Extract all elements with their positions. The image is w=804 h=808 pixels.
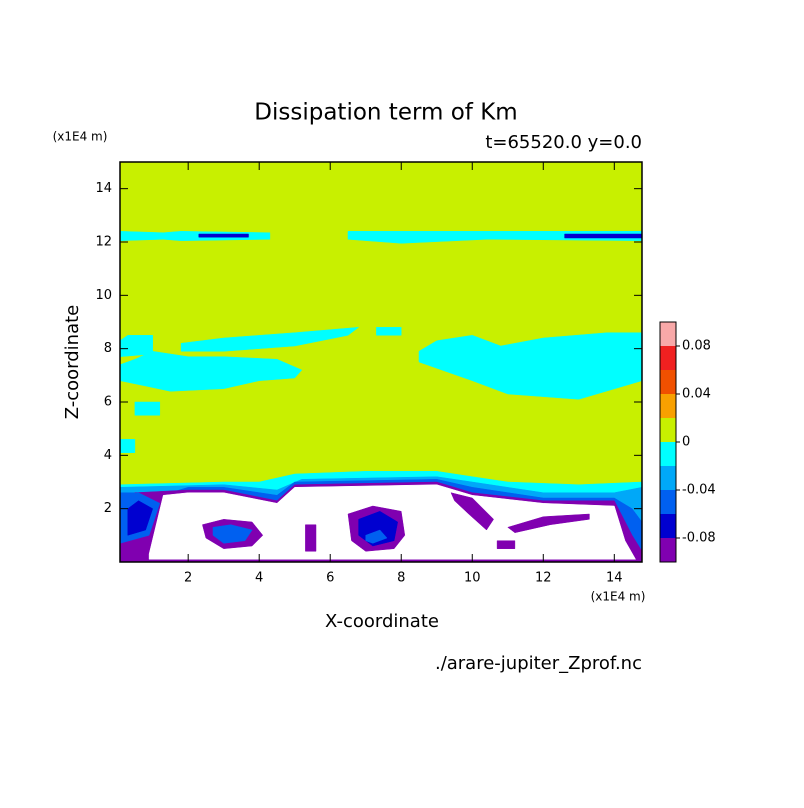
x-tick-label: 12 xyxy=(535,571,552,586)
contour-region xyxy=(365,529,388,544)
x-tick-label: 2 xyxy=(184,571,192,586)
colorbar-bin xyxy=(660,538,676,562)
y-tick-label: 10 xyxy=(95,288,112,303)
contour-region xyxy=(120,231,271,241)
contour-region xyxy=(376,327,402,336)
colorbar-tick-label: 0.08 xyxy=(682,339,711,354)
colorbar-tick-label: -0.08 xyxy=(682,531,716,546)
source-label: ./arare-jupiter_Zprof.nc xyxy=(435,653,642,674)
y-unit: (x1E4 m) xyxy=(53,130,108,144)
colorbar-bin xyxy=(660,370,676,394)
contour-region xyxy=(198,233,249,238)
y-tick-label: 2 xyxy=(104,501,112,516)
colorbar-bin xyxy=(660,346,676,370)
colorbar-bin xyxy=(660,514,676,538)
y-tick-label: 6 xyxy=(104,395,112,410)
y-axis-label: Z-coordinate xyxy=(62,305,83,420)
y-tick-label: 8 xyxy=(104,341,112,356)
contour-region xyxy=(120,351,303,392)
y-tick-label: 14 xyxy=(95,181,112,196)
contour-region xyxy=(496,540,516,549)
contour-region xyxy=(120,162,642,562)
contour-fills xyxy=(120,162,642,562)
x-tick-label: 4 xyxy=(255,571,263,586)
y-tick-label: 4 xyxy=(104,448,112,463)
contour-region xyxy=(507,513,590,533)
x-unit: (x1E4 m) xyxy=(591,590,646,604)
x-axis-label: X-coordinate xyxy=(325,611,439,632)
colorbar-bin xyxy=(660,394,676,418)
contour-region xyxy=(305,524,317,552)
y-tick-label: 12 xyxy=(95,235,112,250)
colorbar-bin xyxy=(660,322,676,346)
contour-region xyxy=(180,326,360,352)
colorbar-bin xyxy=(660,418,676,442)
x-tick-label: 6 xyxy=(326,571,334,586)
plot-frame xyxy=(119,161,643,563)
x-tick-label: 8 xyxy=(397,571,405,586)
contour-region xyxy=(564,233,642,239)
colorbar-tick-label: -0.04 xyxy=(682,483,716,498)
x-tick-label: 10 xyxy=(464,571,481,586)
contour-region xyxy=(120,439,136,453)
x-tick-label: 14 xyxy=(606,571,623,586)
colorbar-bin xyxy=(660,466,676,490)
contour-region xyxy=(212,524,253,544)
chart-subtitle: t=65520.0 y=0.0 xyxy=(485,132,642,153)
contour-region xyxy=(134,401,161,416)
contour-region xyxy=(127,500,154,536)
contour-region xyxy=(450,492,494,531)
colorbar-tick-label: 0.04 xyxy=(682,387,711,402)
colorbar-tick-label: 0 xyxy=(682,435,690,450)
contour-region xyxy=(418,332,642,400)
chart-title: Dissipation term of Km xyxy=(254,100,517,126)
colorbar-bin xyxy=(660,490,676,514)
colorbar-bin xyxy=(660,442,676,466)
